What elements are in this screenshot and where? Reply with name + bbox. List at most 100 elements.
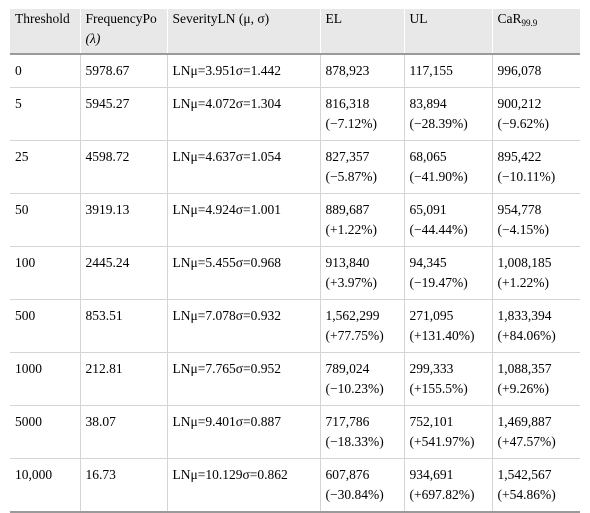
cell-ul: 83,894 (−28.39%) bbox=[403, 87, 492, 141]
cell-frequency: 5978.67 bbox=[79, 54, 167, 88]
cell-ul: 752,101 (+541.97%) bbox=[403, 405, 492, 459]
cell-el-change: (−10.23%) bbox=[325, 381, 384, 396]
cell-car: 895,422 (−10.11%) bbox=[491, 140, 580, 194]
cell-car-change: (+47.57%) bbox=[497, 434, 556, 449]
cell-car-value: 954,778 bbox=[497, 202, 542, 217]
cell-car-change: (+54.86%) bbox=[497, 487, 556, 502]
cell-severity: LNμ=4.072σ=1.304 bbox=[166, 87, 320, 141]
cell-el-change: (+3.97%) bbox=[325, 275, 377, 290]
cell-ul-change: (−44.44%) bbox=[409, 222, 468, 237]
cell-car-change: (+84.06%) bbox=[497, 328, 556, 343]
cell-el: 816,318 (−7.12%) bbox=[319, 87, 404, 141]
header-car-subscript: 99.9 bbox=[521, 18, 538, 28]
cell-ul: 65,091 (−44.44%) bbox=[403, 193, 492, 247]
cell-severity: LNμ=3.951σ=1.442 bbox=[166, 54, 320, 88]
table-row: 25 4598.72 LNμ=4.637σ=1.054 827,357 (−5.87%)… bbox=[10, 140, 580, 194]
cell-el-value: 827,357 bbox=[325, 149, 370, 164]
table-row: 1000 212.81 LNμ=7.765σ=0.952 789,024 (−10.23… bbox=[10, 352, 580, 406]
header-car: CaR99.9 bbox=[491, 9, 580, 54]
cell-severity: LNμ=5.455σ=0.968 bbox=[166, 246, 320, 300]
cell-frequency: 853.51 bbox=[79, 299, 167, 353]
table-row: 0 5978.67 LNμ=3.951σ=1.442 878,923 117,155 99… bbox=[10, 54, 580, 88]
cell-ul-value: 65,091 bbox=[409, 202, 447, 217]
results-table: Threshold FrequencyPo (λ) SeverityLN (μ,… bbox=[10, 9, 580, 513]
cell-car-change: (+9.26%) bbox=[497, 381, 549, 396]
table-row: 5 5945.27 LNμ=4.072σ=1.304 816,318 (−7.12%) 8… bbox=[10, 87, 580, 141]
cell-severity: LNμ=9.401σ=0.887 bbox=[166, 405, 320, 459]
cell-ul-value: 752,101 bbox=[409, 414, 454, 429]
cell-ul-change: (−28.39%) bbox=[409, 116, 468, 131]
cell-car: 1,088,357 (+9.26%) bbox=[491, 352, 580, 406]
cell-ul-value: 299,333 bbox=[409, 361, 454, 376]
cell-ul: 94,345 (−19.47%) bbox=[403, 246, 492, 300]
cell-el-change: (−30.84%) bbox=[325, 487, 384, 502]
cell-ul-change: (+131.40%) bbox=[409, 328, 475, 343]
cell-threshold: 1000 bbox=[10, 352, 80, 406]
cell-car-value: 900,212 bbox=[497, 96, 542, 111]
cell-el: 889,687 (+1.22%) bbox=[319, 193, 404, 247]
cell-el: 607,876 (−30.84%) bbox=[319, 458, 404, 513]
table-header: Threshold FrequencyPo (λ) SeverityLN (μ,… bbox=[10, 9, 580, 54]
header-severity: SeverityLN (μ, σ) bbox=[166, 9, 320, 54]
cell-el-change: (+1.22%) bbox=[325, 222, 377, 237]
cell-car: 1,469,887 (+47.57%) bbox=[491, 405, 580, 459]
cell-threshold: 0 bbox=[10, 54, 80, 88]
table-row: 5000 38.07 LNμ=9.401σ=0.887 717,786 (−18.33%… bbox=[10, 405, 580, 459]
cell-severity: LNμ=10.129σ=0.862 bbox=[166, 458, 320, 513]
cell-ul-value: 117,155 bbox=[409, 63, 453, 78]
table-body: 0 5978.67 LNμ=3.951σ=1.442 878,923 117,155 99… bbox=[10, 54, 580, 513]
cell-ul-change: (+697.82%) bbox=[409, 487, 475, 502]
cell-ul-value: 68,065 bbox=[409, 149, 447, 164]
header-threshold: Threshold bbox=[15, 11, 70, 26]
table-row: 10,000 16.73 LNμ=10.129σ=0.862 607,876 (−30.… bbox=[10, 458, 580, 513]
cell-el: 878,923 bbox=[319, 54, 404, 88]
cell-ul-value: 271,095 bbox=[409, 308, 454, 323]
cell-severity: LNμ=7.078σ=0.932 bbox=[166, 299, 320, 353]
cell-ul: 68,065 (−41.90%) bbox=[403, 140, 492, 194]
table-row: 500 853.51 LNμ=7.078σ=0.932 1,562,299 (+77.7… bbox=[10, 299, 580, 353]
header-frequency-line1: FrequencyPo bbox=[85, 11, 157, 26]
cell-ul-change: (+541.97%) bbox=[409, 434, 475, 449]
header-ul: UL bbox=[403, 9, 492, 54]
cell-el-value: 878,923 bbox=[325, 63, 370, 78]
cell-car-change: (+1.22%) bbox=[497, 275, 549, 290]
cell-car: 996,078 bbox=[491, 54, 580, 88]
cell-ul-value: 83,894 bbox=[409, 96, 447, 111]
cell-car: 954,778 (−4.15%) bbox=[491, 193, 580, 247]
cell-car-value: 1,542,567 bbox=[497, 467, 552, 482]
cell-frequency: 2445.24 bbox=[79, 246, 167, 300]
cell-car: 1,008,185 (+1.22%) bbox=[491, 246, 580, 300]
cell-car-value: 1,088,357 bbox=[497, 361, 552, 376]
cell-el-value: 789,024 bbox=[325, 361, 370, 376]
cell-ul-change: (−19.47%) bbox=[409, 275, 468, 290]
cell-threshold: 100 bbox=[10, 246, 80, 300]
cell-car-value: 895,422 bbox=[497, 149, 542, 164]
cell-el-value: 607,876 bbox=[325, 467, 370, 482]
cell-el-value: 889,687 bbox=[325, 202, 370, 217]
cell-frequency: 5945.27 bbox=[79, 87, 167, 141]
cell-frequency: 38.07 bbox=[79, 405, 167, 459]
cell-el-value: 1,562,299 bbox=[325, 308, 380, 323]
cell-el: 1,562,299 (+77.75%) bbox=[319, 299, 404, 353]
cell-ul: 117,155 bbox=[403, 54, 492, 88]
cell-threshold: 10,000 bbox=[10, 458, 80, 513]
cell-ul: 934,691 (+697.82%) bbox=[403, 458, 492, 513]
cell-car-change: (−9.62%) bbox=[497, 116, 549, 131]
cell-ul: 299,333 (+155.5%) bbox=[403, 352, 492, 406]
header-car-main: CaR bbox=[497, 11, 522, 26]
header-frequency: FrequencyPo (λ) bbox=[79, 9, 167, 54]
cell-el-value: 717,786 bbox=[325, 414, 370, 429]
cell-car: 1,833,394 (+84.06%) bbox=[491, 299, 580, 353]
header-frequency-line2: (λ) bbox=[85, 31, 101, 46]
cell-el-change: (+77.75%) bbox=[325, 328, 384, 343]
cell-el: 827,357 (−5.87%) bbox=[319, 140, 404, 194]
cell-car-value: 996,078 bbox=[497, 63, 542, 78]
cell-car-value: 1,469,887 bbox=[497, 414, 552, 429]
cell-threshold: 5000 bbox=[10, 405, 80, 459]
cell-severity: LNμ=7.765σ=0.952 bbox=[166, 352, 320, 406]
cell-ul-value: 94,345 bbox=[409, 255, 447, 270]
cell-car-value: 1,833,394 bbox=[497, 308, 552, 323]
results-table-container: Threshold FrequencyPo (λ) SeverityLN (μ,… bbox=[10, 9, 580, 513]
cell-el: 913,840 (+3.97%) bbox=[319, 246, 404, 300]
cell-frequency: 212.81 bbox=[79, 352, 167, 406]
